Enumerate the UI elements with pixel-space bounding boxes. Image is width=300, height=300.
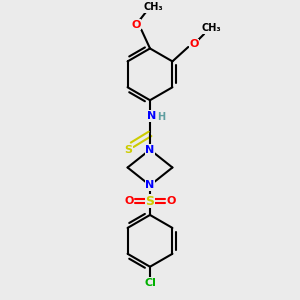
Text: CH₃: CH₃ <box>144 2 163 12</box>
Text: N: N <box>146 145 154 155</box>
Text: O: O <box>131 20 141 30</box>
Text: N: N <box>146 180 154 190</box>
Text: CH₃: CH₃ <box>201 23 221 33</box>
Text: H: H <box>157 112 165 122</box>
Text: O: O <box>189 39 199 49</box>
Text: O: O <box>124 196 134 206</box>
Text: O: O <box>167 196 176 206</box>
Text: N: N <box>147 111 156 121</box>
Text: S: S <box>125 145 133 155</box>
Text: S: S <box>146 195 154 208</box>
Text: Cl: Cl <box>144 278 156 288</box>
